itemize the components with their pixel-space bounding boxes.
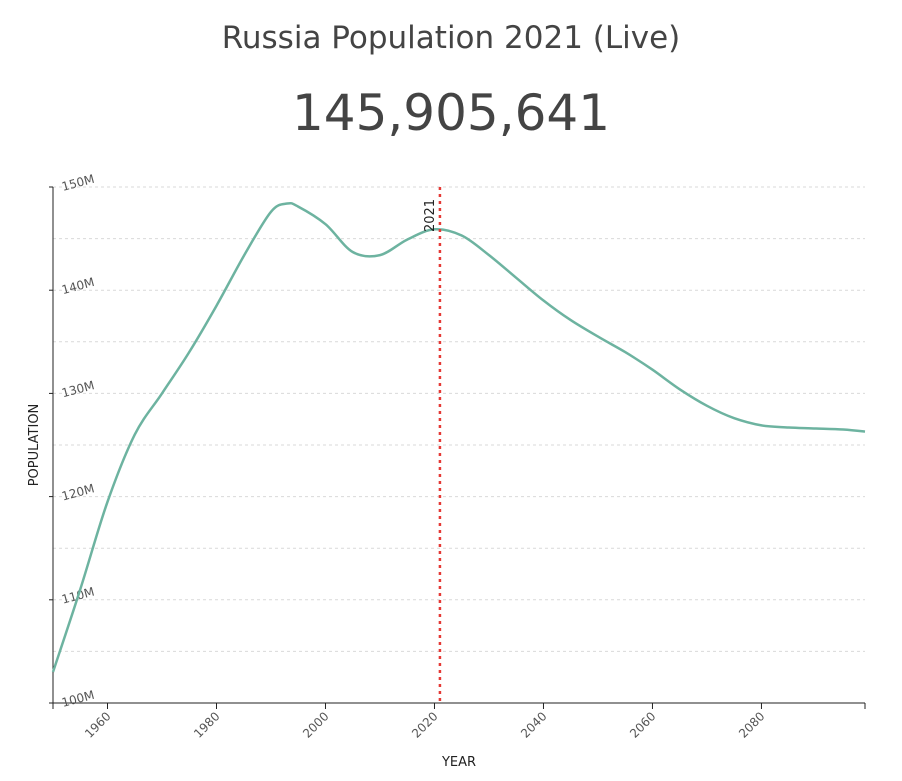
x-tick-label: 2020 [409, 709, 440, 740]
x-axis-title: YEAR [441, 755, 476, 770]
gridlines [53, 186, 865, 652]
population-line [51, 201, 866, 673]
x-tick-label: 2080 [736, 709, 767, 740]
y-tick-label: 150M [60, 172, 96, 194]
x-tick-label: 1960 [82, 709, 113, 740]
axes [52, 187, 866, 709]
y-tick-label: 140M [60, 275, 96, 297]
live-population-counter: 145,905,641 [291, 84, 611, 142]
x-tick-label: 2040 [518, 709, 549, 740]
y-tick-label: 100M [60, 688, 96, 710]
y-tick-label: 130M [60, 378, 96, 400]
current-year-label: 2021 [423, 199, 438, 232]
x-axis-ticks: 1960 1980 2000 2020 2040 2060 2080 [82, 703, 768, 741]
y-tick-label: 120M [60, 481, 96, 503]
x-tick-label: 2060 [627, 709, 658, 740]
y-axis-title: POPULATION [27, 404, 42, 487]
x-tick-label: 1980 [191, 709, 222, 740]
page-title: Russia Population 2021 (Live) [221, 20, 681, 56]
x-tick-label: 2000 [300, 709, 331, 740]
